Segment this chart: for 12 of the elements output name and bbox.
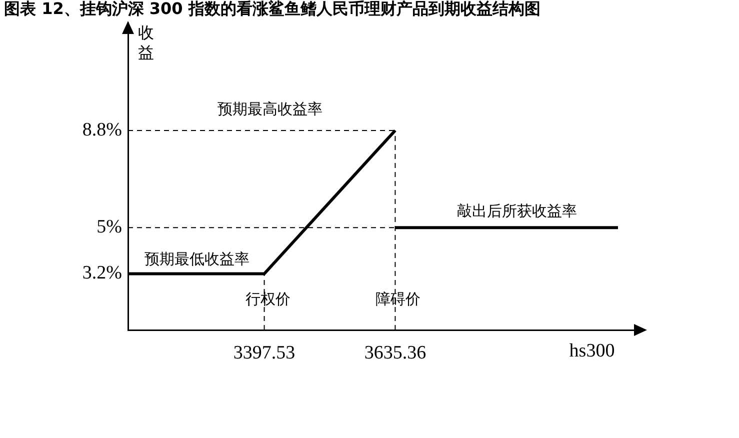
x-tick-label: 3397.53 [233,342,296,364]
annotation: 敲出后所获收益率 [457,202,578,220]
chart-title: 图表 12、挂钩沪深 300 指数的看涨鲨鱼鳍人民币理财产品到期收益结构图 [4,0,540,18]
y-tick-label: 5% [96,216,122,238]
annotation: 障碍价 [375,290,420,308]
y-tick-label: 3.2% [82,262,122,284]
annotation: 预期最高收益率 [217,100,322,118]
x-axis-title: hs300 [569,340,615,362]
x-tick-label: 3635.36 [364,342,426,364]
annotation: 预期最低收益率 [144,250,250,268]
y-axis-title: 收益 [138,23,154,62]
y-tick-label: 8.8% [82,119,122,140]
